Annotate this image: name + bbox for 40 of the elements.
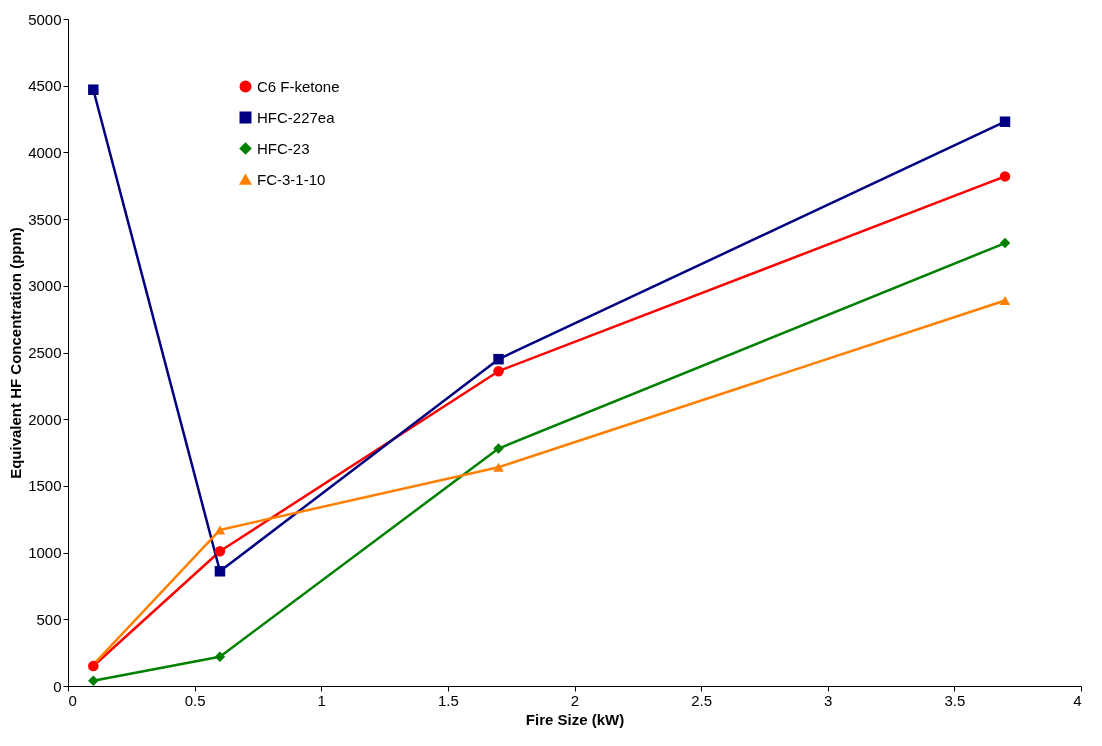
y-tick-label: 3000 bbox=[28, 277, 62, 295]
point bbox=[999, 237, 1011, 249]
point bbox=[999, 171, 1011, 182]
legend-label: FC-3-1-10 bbox=[257, 170, 326, 188]
point bbox=[999, 295, 1011, 306]
y-tick-label: 4500 bbox=[28, 77, 62, 95]
point bbox=[214, 546, 226, 557]
point bbox=[214, 566, 226, 577]
point bbox=[493, 462, 504, 472]
point bbox=[493, 353, 504, 365]
legend-label: C6 F-ketone bbox=[257, 77, 340, 95]
x-axis-title: Fire Size (kW) bbox=[525, 710, 625, 728]
legend-label: HFC-23 bbox=[257, 139, 310, 157]
point bbox=[493, 443, 504, 454]
y-tick-label: 0 bbox=[53, 677, 62, 695]
y-tick-label: 500 bbox=[36, 610, 62, 628]
y-tick-label: 1500 bbox=[28, 477, 62, 495]
x-tick-label: 0.5 bbox=[184, 691, 206, 709]
y-axis-title: Equivalent HF Concentration (ppm) bbox=[7, 227, 25, 479]
y-tick-label: 1000 bbox=[28, 544, 62, 562]
x-tick-label: 2.5 bbox=[691, 691, 713, 709]
y-tick-label: 5000 bbox=[28, 10, 62, 28]
point bbox=[214, 525, 226, 535]
x-tick-label: 1.5 bbox=[437, 691, 459, 709]
x-tick-label: 3 bbox=[824, 691, 833, 709]
y-tick-label: 2500 bbox=[28, 344, 62, 361]
point bbox=[88, 675, 99, 686]
point bbox=[88, 84, 99, 95]
y-tick-label: 3500 bbox=[28, 210, 62, 228]
x-tick-label: 2 bbox=[570, 691, 580, 709]
point bbox=[493, 365, 504, 377]
point bbox=[999, 116, 1011, 127]
legend-label: HFC-227ea bbox=[257, 108, 336, 126]
y-tick-label: 2000 bbox=[28, 410, 62, 428]
point bbox=[214, 651, 226, 662]
y-tick-label: 4000 bbox=[28, 143, 62, 161]
x-tick-label: 4 bbox=[1073, 691, 1082, 709]
x-tick-label: 0 bbox=[68, 691, 77, 709]
x-tick-label: 1 bbox=[317, 691, 326, 709]
x-tick-label: 3.5 bbox=[944, 691, 966, 709]
